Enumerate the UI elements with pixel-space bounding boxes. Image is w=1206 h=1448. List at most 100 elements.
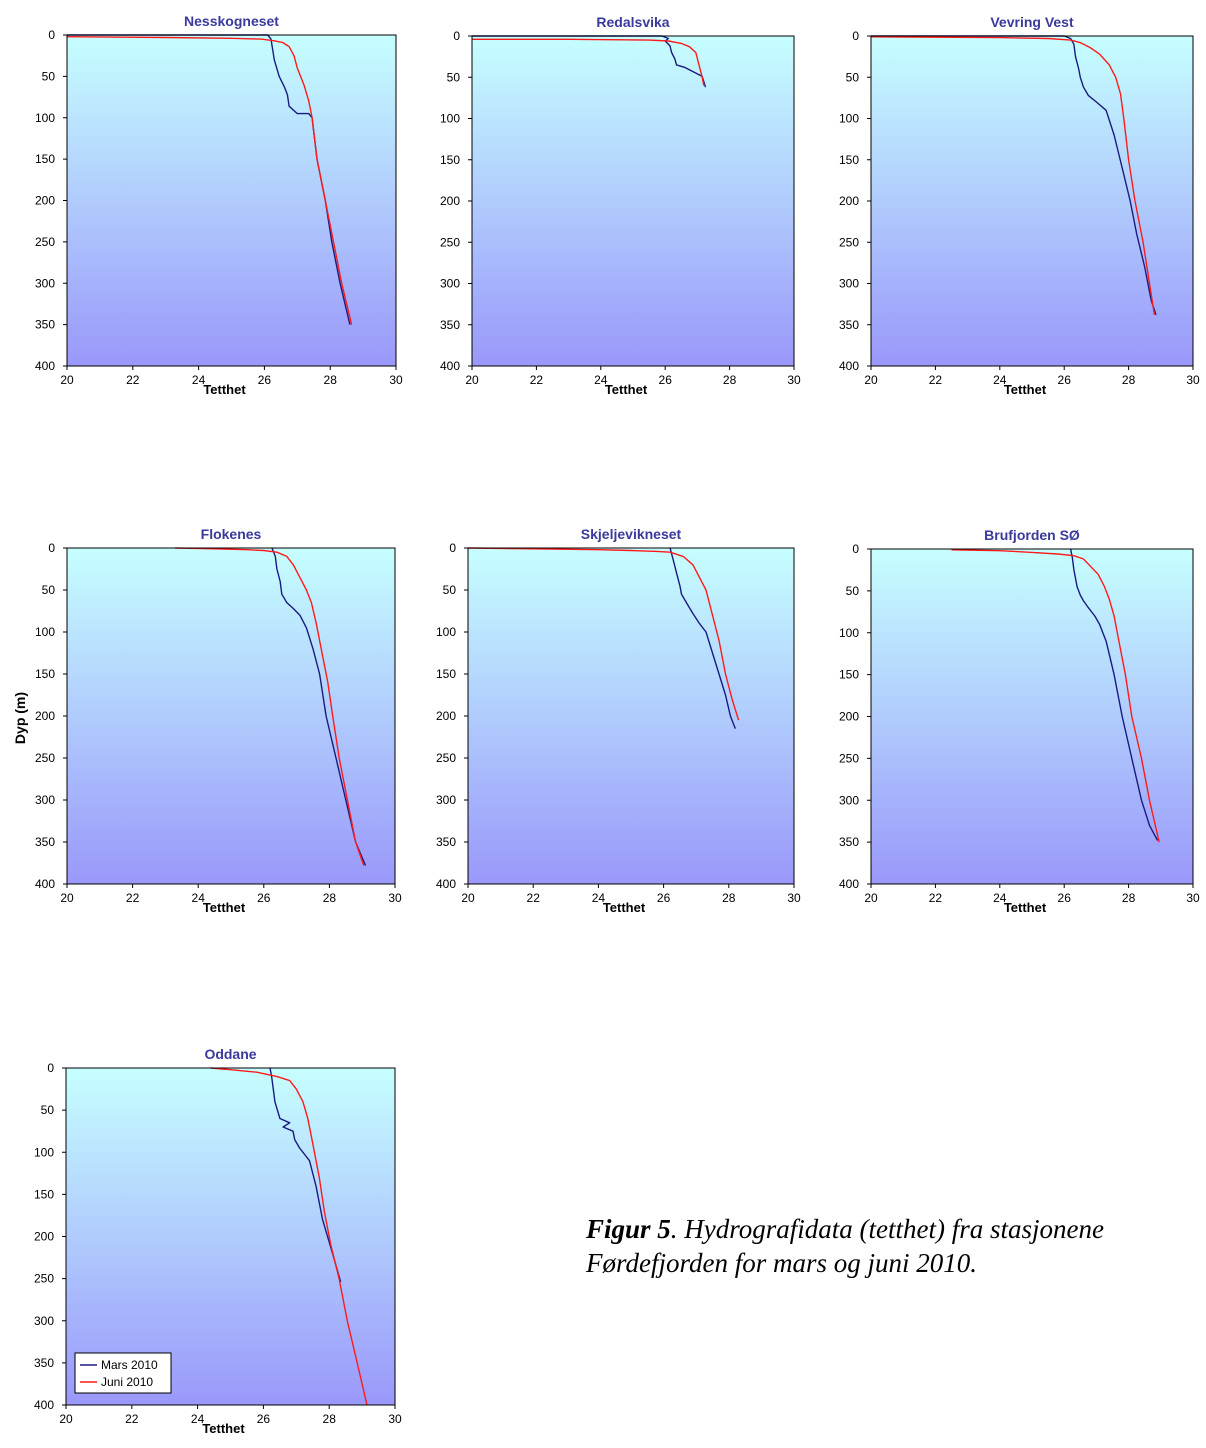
plot-border (65, 1067, 396, 1406)
series-line-mars (669, 547, 736, 729)
x-tick-label: 22 (125, 1412, 139, 1426)
x-tick-label: 20 (60, 373, 74, 387)
y-tick-label: 100 (35, 111, 55, 125)
y-tick-label: 100 (35, 625, 55, 639)
plot-border (66, 547, 396, 885)
y-tick-label: 100 (839, 626, 859, 640)
x-tick-label: 30 (1186, 373, 1200, 387)
x-tick-label: 28 (1122, 891, 1136, 905)
x-tick-label: 28 (1122, 373, 1136, 387)
y-tick-label: 250 (436, 751, 456, 765)
legend-box (74, 1352, 172, 1394)
series-line-juni (210, 1067, 368, 1406)
series-line-juni (951, 549, 1160, 843)
x-tick-label: 22 (929, 373, 943, 387)
x-tick-label: 26 (257, 891, 271, 905)
series-line-mars (472, 35, 707, 88)
series-line-juni (175, 547, 365, 866)
y-tick-label: 200 (839, 194, 859, 208)
y-tick-label: 150 (440, 153, 460, 167)
legend-label: Juni 2010 (101, 1375, 153, 1389)
series-line-juni (467, 547, 740, 721)
series-line-juni (472, 38, 705, 86)
y-tick-label: 50 (447, 70, 461, 84)
chart-title: Redalsvika (596, 14, 669, 30)
x-tick-label: 28 (323, 1412, 337, 1426)
y-tick-label: 100 (34, 1145, 54, 1159)
x-tick-label: 26 (657, 891, 671, 905)
plot-area (67, 548, 395, 884)
y-tick-label: 300 (440, 277, 460, 291)
x-tick-label: 30 (787, 891, 801, 905)
y-tick-label: 200 (34, 1230, 54, 1244)
y-tick-label: 100 (436, 625, 456, 639)
x-tick-label: 30 (388, 891, 402, 905)
y-tick-label: 50 (42, 69, 56, 83)
x-axis-title: Tetthet (1004, 382, 1047, 397)
chart-title: Oddane (204, 1046, 256, 1062)
y-tick-label: 50 (443, 583, 457, 597)
x-axis-title: Tetthet (605, 382, 648, 397)
x-tick-label: 30 (1186, 891, 1200, 905)
y-tick-label: 300 (436, 793, 456, 807)
y-tick-label: 0 (449, 541, 456, 555)
y-tick-label: 200 (440, 194, 460, 208)
y-tick-label: 300 (839, 793, 859, 807)
y-tick-label: 100 (440, 112, 460, 126)
y-tick-label: 150 (35, 152, 55, 166)
series-line-mars (269, 1067, 342, 1283)
chart-title: Skjeljevikneset (581, 526, 682, 542)
y-tick-label: 50 (846, 584, 860, 598)
x-tick-label: 24 (192, 373, 206, 387)
y-tick-label: 50 (42, 583, 56, 597)
x-tick-label: 20 (864, 373, 878, 387)
x-tick-label: 24 (192, 891, 206, 905)
y-tick-label: 200 (839, 710, 859, 724)
x-axis-title: Tetthet (203, 900, 246, 915)
x-tick-label: 24 (993, 373, 1007, 387)
y-tick-label: 200 (436, 709, 456, 723)
figure-caption: Figur 5. Hydrografidata (tetthet) fra st… (586, 1212, 1206, 1280)
x-tick-label: 28 (723, 373, 737, 387)
x-tick-label: 26 (258, 373, 272, 387)
caption-label: Figur 5 (586, 1214, 671, 1244)
plot-area (468, 548, 794, 884)
y-tick-label: 150 (839, 153, 859, 167)
y-tick-label: 250 (35, 751, 55, 765)
x-tick-label: 24 (191, 1412, 205, 1426)
x-axis-title: Tetthet (203, 382, 246, 397)
y-tick-label: 150 (839, 668, 859, 682)
y-tick-label: 200 (35, 194, 55, 208)
series-line-juni (870, 36, 1156, 315)
chart-title: Brufjorden SØ (984, 527, 1080, 543)
chart-title: Nesskogneset (184, 13, 279, 29)
x-tick-label: 26 (659, 373, 673, 387)
y-tick-label: 250 (34, 1272, 54, 1286)
y-tick-label: 350 (35, 835, 55, 849)
plot-border (66, 34, 397, 367)
x-tick-label: 20 (864, 891, 878, 905)
plot-border (870, 548, 1194, 885)
y-tick-label: 50 (41, 1103, 55, 1117)
y-tick-label: 400 (35, 877, 55, 891)
plot-area (67, 35, 396, 366)
y-tick-label: 0 (852, 542, 859, 556)
series-line-mars (871, 35, 1157, 316)
y-tick-label: 350 (35, 318, 55, 332)
x-tick-label: 24 (592, 891, 606, 905)
x-tick-label: 30 (388, 1412, 402, 1426)
y-tick-label: 300 (34, 1314, 54, 1328)
x-tick-label: 28 (323, 891, 337, 905)
plot-border (471, 35, 795, 367)
x-tick-label: 26 (257, 1412, 271, 1426)
x-tick-label: 26 (1058, 373, 1072, 387)
series-line-juni (66, 36, 353, 325)
y-tick-label: 400 (436, 877, 456, 891)
x-axis-title: Tetthet (603, 900, 646, 915)
x-tick-label: 24 (594, 373, 608, 387)
